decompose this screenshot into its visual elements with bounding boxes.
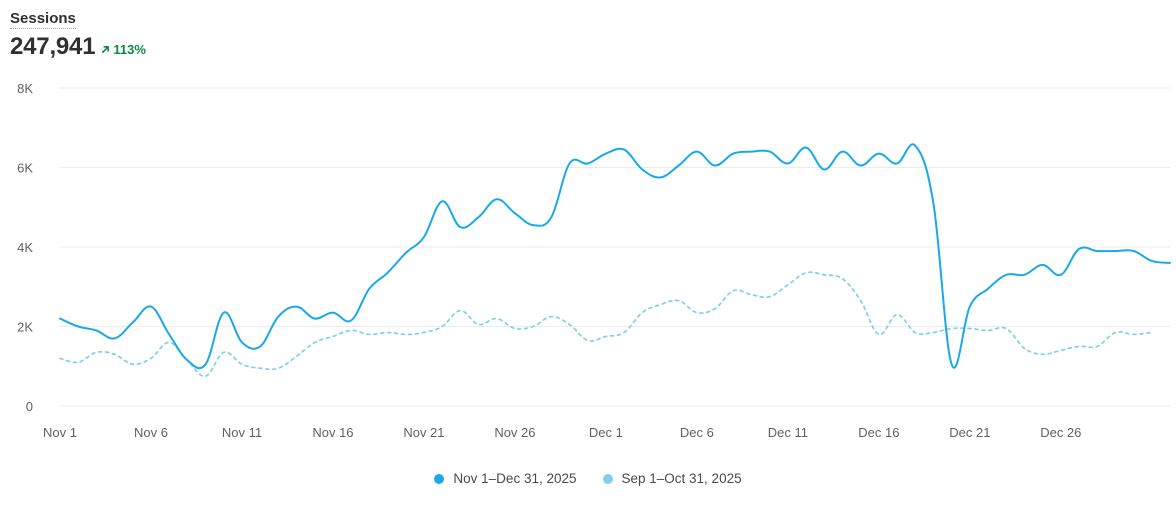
grid-lines [60, 87, 1170, 407]
y-tick-label: 8K [17, 81, 33, 96]
series-lines [59, 143, 1171, 378]
series-line-current[interactable] [59, 143, 1171, 370]
x-tick-label: Dec 6 [680, 425, 714, 440]
legend-item-previous[interactable]: Sep 1–Oct 31, 2025 [602, 471, 742, 486]
metric-title[interactable]: Sessions [10, 10, 76, 29]
change-value: 113% [113, 42, 146, 57]
x-tick-label: Nov 16 [312, 425, 353, 440]
legend-dot-previous [602, 473, 613, 484]
legend-dot-current [434, 473, 445, 484]
x-tick-label: Dec 21 [949, 425, 990, 440]
x-tick-label: Nov 6 [134, 425, 168, 440]
legend-label-previous: Sep 1–Oct 31, 2025 [621, 471, 742, 486]
metric-header: Sessions 247,941 113% [10, 10, 146, 61]
x-tick-label: Nov 26 [494, 425, 535, 440]
legend-item-current[interactable]: Nov 1–Dec 31, 2025 [434, 471, 577, 486]
metric-row: 247,941 113% [10, 33, 146, 61]
x-tick-label: Dec 26 [1040, 425, 1081, 440]
arrow-up-right-icon [102, 45, 110, 54]
y-tick-label: 4K [17, 240, 33, 255]
change-badge: 113% [101, 42, 146, 57]
y-tick-label: 0 [26, 399, 33, 414]
x-tick-label: Dec 1 [589, 425, 623, 440]
x-tick-label: Nov 11 [222, 425, 262, 440]
x-tick-label: Nov 21 [403, 425, 444, 440]
x-tick-label: Nov 1 [43, 425, 77, 440]
legend-label-current: Nov 1–Dec 31, 2025 [453, 471, 577, 486]
y-tick-label: 6K [17, 161, 33, 176]
y-axis: 0 2K 4K 6K 8K [17, 81, 33, 414]
x-tick-label: Dec 16 [858, 425, 899, 440]
x-tick-label: Dec 11 [768, 425, 808, 440]
metric-total: 247,941 [10, 33, 96, 60]
chart-legend: Nov 1–Dec 31, 2025 Sep 1–Oct 31, 2025 [0, 471, 1176, 486]
x-axis: Nov 1 Nov 6 Nov 11 Nov 16 Nov 21 Nov 26 Dec 1 D… [43, 425, 1081, 440]
series-line-previous[interactable] [59, 271, 1153, 378]
y-tick-label: 2K [17, 320, 33, 335]
